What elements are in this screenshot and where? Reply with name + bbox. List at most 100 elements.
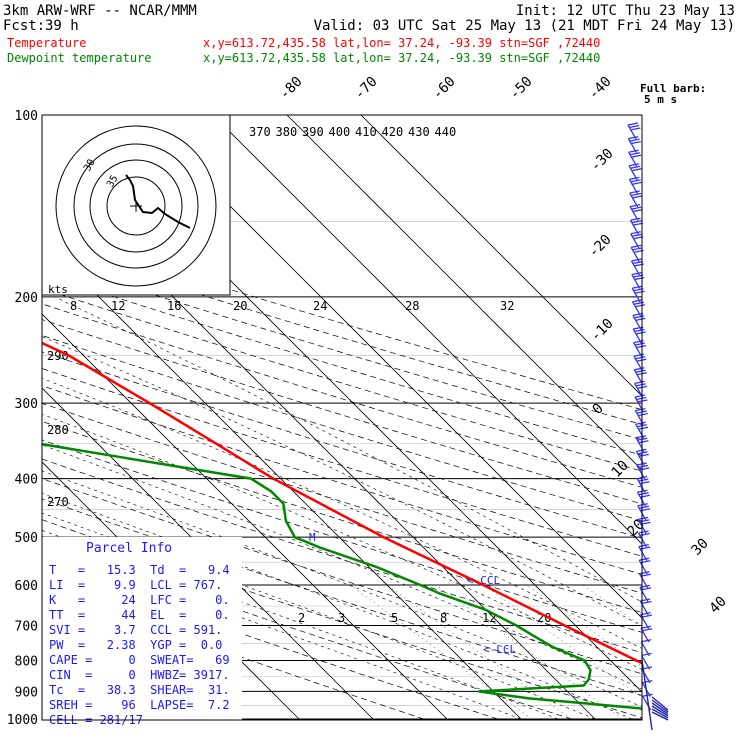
mixing-ratio-top-label: 32 <box>500 299 514 313</box>
wind-barb-flag <box>629 203 641 208</box>
wind-barb-flag <box>637 464 649 469</box>
wind-barb-flag <box>639 532 650 537</box>
wind-barb-flag <box>631 206 642 210</box>
wind-barb-flag <box>628 149 639 153</box>
wind-barb <box>651 696 669 711</box>
level-marker: M <box>309 531 316 544</box>
wind-barb-flag <box>635 369 646 373</box>
theta-label: 430 <box>408 125 430 139</box>
wind-barb-flag <box>635 383 646 387</box>
wind-barb-flag <box>639 494 650 498</box>
wind-barb-flag <box>631 220 642 224</box>
isotherm-label: 30 <box>689 536 712 559</box>
wind-barb-flag <box>632 299 643 303</box>
wind-barb-flag <box>635 317 646 322</box>
parcel-info-row: T = 15.3 Td = 9.4 <box>49 563 230 577</box>
wind-barb-flag <box>633 315 645 319</box>
dry-adiabat <box>42 244 642 425</box>
pressure-label: 300 <box>15 397 38 412</box>
wind-barb-flag <box>630 231 641 235</box>
theta-label: 440 <box>435 125 457 139</box>
mixing-ratio-line <box>350 584 532 720</box>
wind-barb-flag <box>638 453 649 458</box>
wind-barb-flag <box>639 519 650 523</box>
wind-barb-flag <box>634 328 645 333</box>
parcel-info-row: Tc = 38.3 SHEAR= 31. <box>49 683 230 697</box>
full-barb-units: 5 m s <box>644 93 677 106</box>
wind-barb-flag <box>638 440 649 444</box>
dewpoint-legend: Dewpoint temperature <box>7 51 152 65</box>
wind-barb-flag <box>639 584 651 589</box>
mixing-ratio-top-label: 20 <box>233 299 247 313</box>
full-barb-label: Full barb: <box>640 82 706 95</box>
moist-adiabat <box>42 444 642 690</box>
hodograph-ring-label: 30 <box>82 158 98 174</box>
wind-barb-flag <box>642 628 653 632</box>
dry-adiabat <box>42 439 642 633</box>
dry-adiabat <box>42 288 642 472</box>
isotherm <box>0 115 3 719</box>
parcel-info-row: TT = 44 EL = 0. <box>49 608 230 622</box>
hodograph-units: kts <box>48 283 68 296</box>
pressure-label: 400 <box>15 473 38 488</box>
parcel-info-row: LI = 9.9 LCL = 767. <box>49 578 222 592</box>
wind-barb-flag <box>632 260 643 265</box>
wind-barb-flag <box>637 503 648 507</box>
dry-adiabat <box>42 303 642 488</box>
wind-barb-flag <box>631 181 642 186</box>
temperature-legend: Temperature <box>7 36 86 50</box>
wind-barb-flag <box>632 195 643 199</box>
moist-adiabat <box>42 377 642 649</box>
wind-barb-flag <box>641 652 652 657</box>
wind-barb-flag <box>634 304 646 308</box>
parcel-info-row: SVI = 3.7 CCL = 591. <box>49 623 222 637</box>
wind-barb-flag <box>632 222 643 226</box>
wind-barb-flag <box>632 247 643 251</box>
mixing-ratio-label: 5 <box>391 611 398 625</box>
wind-barb-flag <box>637 412 648 417</box>
wind-barb-flag <box>635 331 646 335</box>
isotherm <box>138 115 642 619</box>
wind-barb <box>640 641 650 657</box>
isotherm-label: 10 <box>609 458 632 481</box>
wind-barb-flag <box>641 600 652 605</box>
mixing-ratio-top-label: 12 <box>111 299 125 313</box>
mixing-ratio-label: 8 <box>440 611 447 625</box>
wind-barb-flag <box>640 587 652 591</box>
wind-barb-flag <box>636 396 647 401</box>
temperature-location: x,y=613.72,435.58 lat,lon= 37.24, -93.39… <box>203 36 600 50</box>
wind-barb-flag <box>641 614 652 618</box>
wind-barb-flag <box>630 127 641 131</box>
moist-adiabat <box>54 296 642 603</box>
hodograph-ring <box>89 159 183 253</box>
init-time: Init: 12 UTC Thu 23 May 13 <box>516 3 735 19</box>
dry-adiabat <box>42 420 642 613</box>
parcel-info-panel: Parcel Info T = 15.3 Td = 9.4LI = 9.9 LCL… <box>42 537 242 727</box>
wind-barb-flag <box>631 258 642 262</box>
wind-barb-flag <box>635 344 647 349</box>
wind-barb-flag <box>635 356 646 360</box>
theta-label: 400 <box>329 125 351 139</box>
wind-barb-flag <box>629 176 640 181</box>
isotherm-label: -60 <box>430 74 459 103</box>
isotherm-label: -30 <box>588 146 617 175</box>
theta-label: 420 <box>382 125 404 139</box>
theta-label-left: 280 <box>47 423 69 437</box>
wind-barb-flag <box>629 124 640 129</box>
isotherm-label: -70 <box>352 74 381 103</box>
pressure-label: 800 <box>15 654 38 669</box>
dry-adiabat <box>42 519 642 719</box>
wind-barb <box>641 659 653 731</box>
pressure-label: 700 <box>15 619 38 634</box>
wind-barb-flag <box>638 530 649 534</box>
parcel-info-row: PW = 2.38 YGP = 0.0 <box>49 638 222 652</box>
isotherm-label: -40 <box>586 74 615 103</box>
wind-barb-flag <box>635 421 646 425</box>
wind-barb-flag <box>634 380 645 385</box>
wind-barb-flag <box>630 140 641 145</box>
isotherm <box>42 239 522 720</box>
parcel-info-row: K = 24 LFC = 0. <box>49 593 230 607</box>
wind-barb-flag <box>639 557 650 561</box>
wind-barb-flag <box>634 394 646 398</box>
